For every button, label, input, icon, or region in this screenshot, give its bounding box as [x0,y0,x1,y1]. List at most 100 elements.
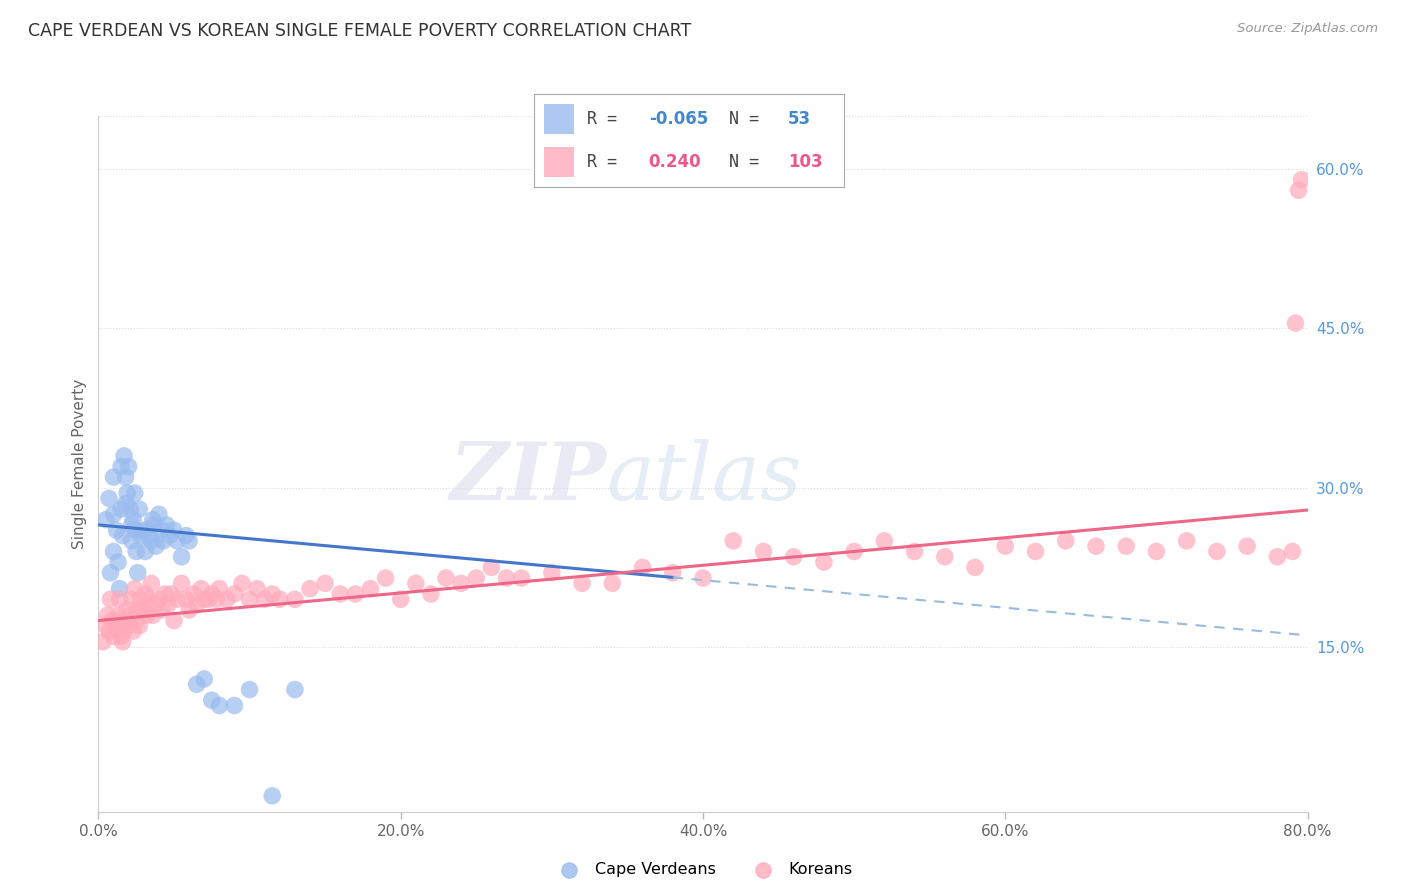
Point [314,576,336,591]
Point [141,533,163,548]
Point [148,592,170,607]
Point [166,533,188,548]
Point [262,789,284,803]
Point [224,698,246,713]
Point [284,592,307,607]
Point [495,571,517,585]
Point [510,571,533,585]
Point [150,523,173,537]
Point [153,587,176,601]
Point [374,571,396,585]
Point [201,693,224,707]
Point [163,523,186,537]
Point [118,459,141,474]
Point [873,533,896,548]
Point [166,592,188,607]
Point [96,608,118,623]
Point [110,502,132,516]
Point [148,508,170,522]
Point [783,549,806,564]
Point [186,677,208,691]
Text: -0.065: -0.065 [648,110,709,128]
Point [103,544,125,558]
Point [101,614,124,628]
Text: R =: R = [586,153,627,171]
Point [129,592,152,607]
Point [134,544,156,558]
Point [114,497,136,511]
Point [190,582,212,596]
Text: 53: 53 [787,110,811,128]
Point [253,592,276,607]
Point [108,582,131,596]
Point [108,592,131,607]
Point [193,672,215,686]
Point [224,587,246,601]
Point [631,560,654,574]
Point [107,608,129,623]
Text: CAPE VERDEAN VS KOREAN SINGLE FEMALE POVERTY CORRELATION CHART: CAPE VERDEAN VS KOREAN SINGLE FEMALE POV… [28,22,692,40]
Point [813,555,835,569]
Legend: Cape Verdeans, Koreans: Cape Verdeans, Koreans [547,856,859,884]
Text: R =: R = [586,110,627,128]
Point [100,566,122,580]
Point [174,528,197,542]
Point [1288,183,1310,197]
Point [208,582,231,596]
Point [98,491,121,506]
Point [1267,549,1289,564]
Point [125,614,148,628]
Point [602,576,624,591]
Point [143,517,166,532]
Point [284,682,307,697]
Point [179,603,201,617]
Point [152,533,174,548]
Point [1291,172,1313,186]
Point [163,614,186,628]
Point [170,576,193,591]
Point [465,571,488,585]
Text: N =: N = [730,110,769,128]
Point [156,598,179,612]
Point [118,619,141,633]
Point [299,582,322,596]
Text: N =: N = [730,153,769,171]
Point [246,582,269,596]
Point [115,603,138,617]
Point [155,517,177,532]
Point [1284,316,1306,330]
Point [110,459,132,474]
Point [104,614,127,628]
Point [1144,544,1167,558]
Point [197,592,219,607]
Point [360,582,382,596]
Point [1085,539,1108,553]
Point [114,614,136,628]
Point [105,523,128,537]
Point [159,528,181,542]
Point [186,598,208,612]
Point [91,634,114,648]
Point [132,603,155,617]
Point [121,517,143,532]
Point [752,544,775,558]
Point [129,528,152,542]
Point [205,592,228,607]
Point [193,592,215,607]
Point [122,624,145,639]
Y-axis label: Single Female Poverty: Single Female Poverty [72,379,87,549]
Point [994,539,1017,553]
Point [135,608,157,623]
Point [103,470,125,484]
Point [201,587,224,601]
Point [120,608,142,623]
Point [142,608,165,623]
Point [110,630,132,644]
Point [1206,544,1229,558]
Point [434,571,457,585]
Point [150,603,173,617]
Point [344,587,367,601]
Point [128,619,150,633]
Point [145,598,167,612]
Point [112,449,135,463]
